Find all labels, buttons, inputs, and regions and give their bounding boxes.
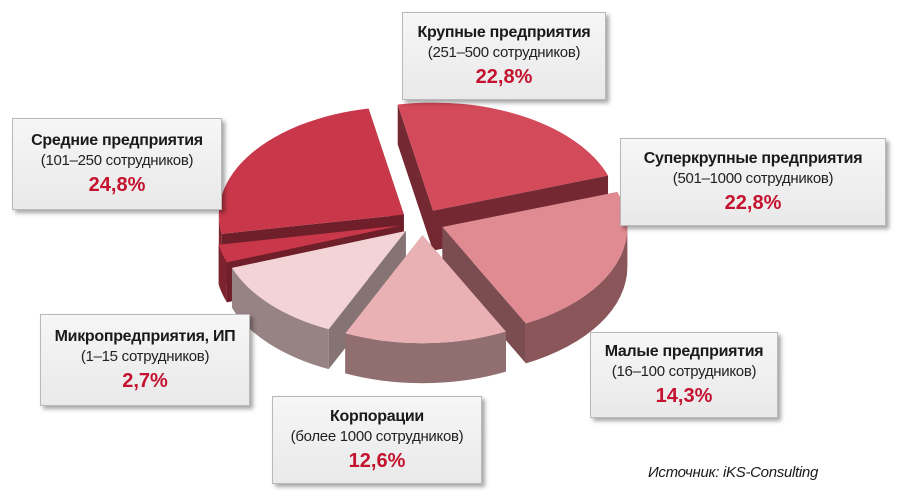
pie-slice-top: [442, 191, 628, 324]
slice-sub: (251–500 сотрудников): [427, 43, 581, 61]
label-micro-enterprises: Микропредприятия, ИП (1–15 сотрудников) …: [40, 314, 250, 406]
pie-slice-side: [218, 244, 227, 303]
pie-slice-top: [231, 230, 406, 330]
slice-sub: (1–15 сотрудников): [80, 347, 210, 365]
pie-slice-side: [525, 226, 628, 364]
pie-slice: [345, 235, 506, 384]
slice-name: Средние предприятия: [31, 131, 203, 149]
slice-name: Суперкрупные предприятия: [643, 149, 863, 167]
slice-sub: (более 1000 сотрудников): [290, 427, 464, 445]
slice-value: 22,8%: [724, 191, 782, 214]
pie-slice-wall: [397, 104, 434, 251]
slice-sub: (16–100 сотрудников): [611, 362, 757, 380]
slice-value: 14,3%: [655, 384, 713, 407]
slice-value: 22,8%: [475, 65, 533, 88]
pie-slice-side: [345, 331, 506, 384]
slice-name: Микропредприятия, ИП: [54, 327, 236, 345]
pie-slice-top: [218, 108, 404, 234]
pie-slice: [442, 191, 628, 364]
label-super-large-enterprises: Суперкрупные предприятия (501–1000 сотру…: [620, 138, 886, 226]
label-small-enterprises: Малые предприятия (16–100 сотрудников) 1…: [590, 332, 778, 418]
pie-slice: [231, 230, 406, 370]
pie-slice-side: [231, 267, 329, 370]
slice-value: 12,6%: [348, 449, 406, 472]
slice-name: Корпорации: [330, 407, 424, 425]
slice-sub: (101–250 сотрудников): [40, 151, 194, 169]
label-corporations: Корпорации (более 1000 сотрудников) 12,6…: [272, 396, 482, 484]
slice-value: 2,7%: [122, 369, 168, 392]
pie-slice-wall: [442, 226, 526, 364]
slice-name: Малые предприятия: [604, 342, 764, 360]
label-large-enterprises: Крупные предприятия (251–500 сотрудников…: [402, 12, 606, 100]
slice-sub: (501–1000 сотрудников): [672, 169, 834, 187]
source-note: Источник: iKS-Consulting: [648, 464, 819, 481]
label-medium-enterprises: Средние предприятия (101–250 сотрудников…: [12, 118, 222, 210]
pie-slice-top: [218, 225, 401, 263]
pie-slice-top: [397, 102, 609, 211]
slice-value: 24,8%: [88, 173, 146, 196]
pie-slice-top: [345, 235, 506, 344]
slice-name: Крупные предприятия: [417, 23, 591, 41]
